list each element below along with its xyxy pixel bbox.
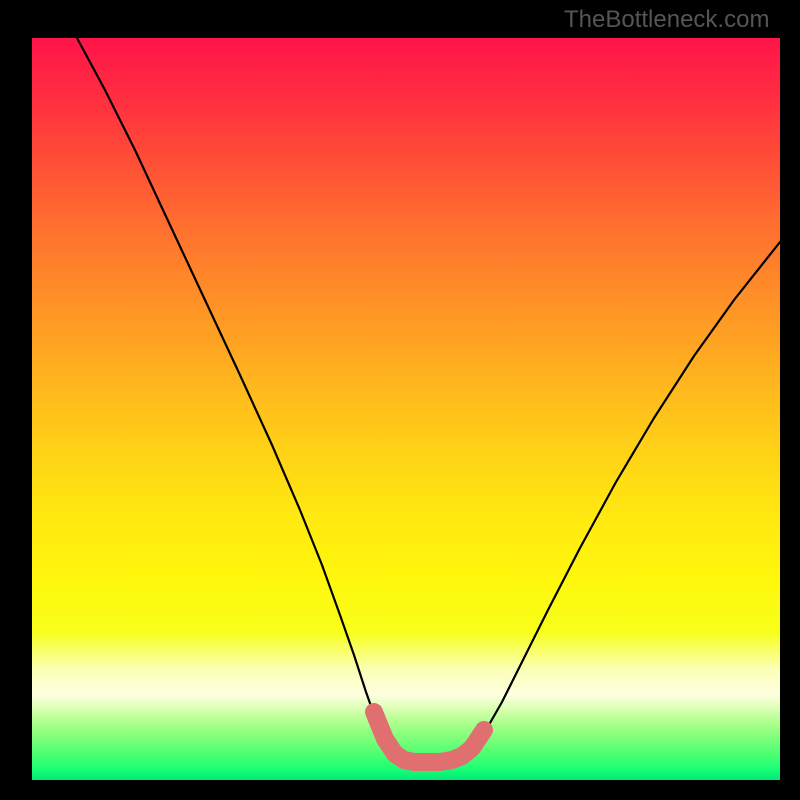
valley-overlay (374, 712, 484, 762)
chart-frame: TheBottleneck.com (0, 0, 800, 800)
main-curve (77, 38, 780, 761)
chart-svg (0, 0, 800, 800)
watermark-text: TheBottleneck.com (564, 6, 769, 34)
